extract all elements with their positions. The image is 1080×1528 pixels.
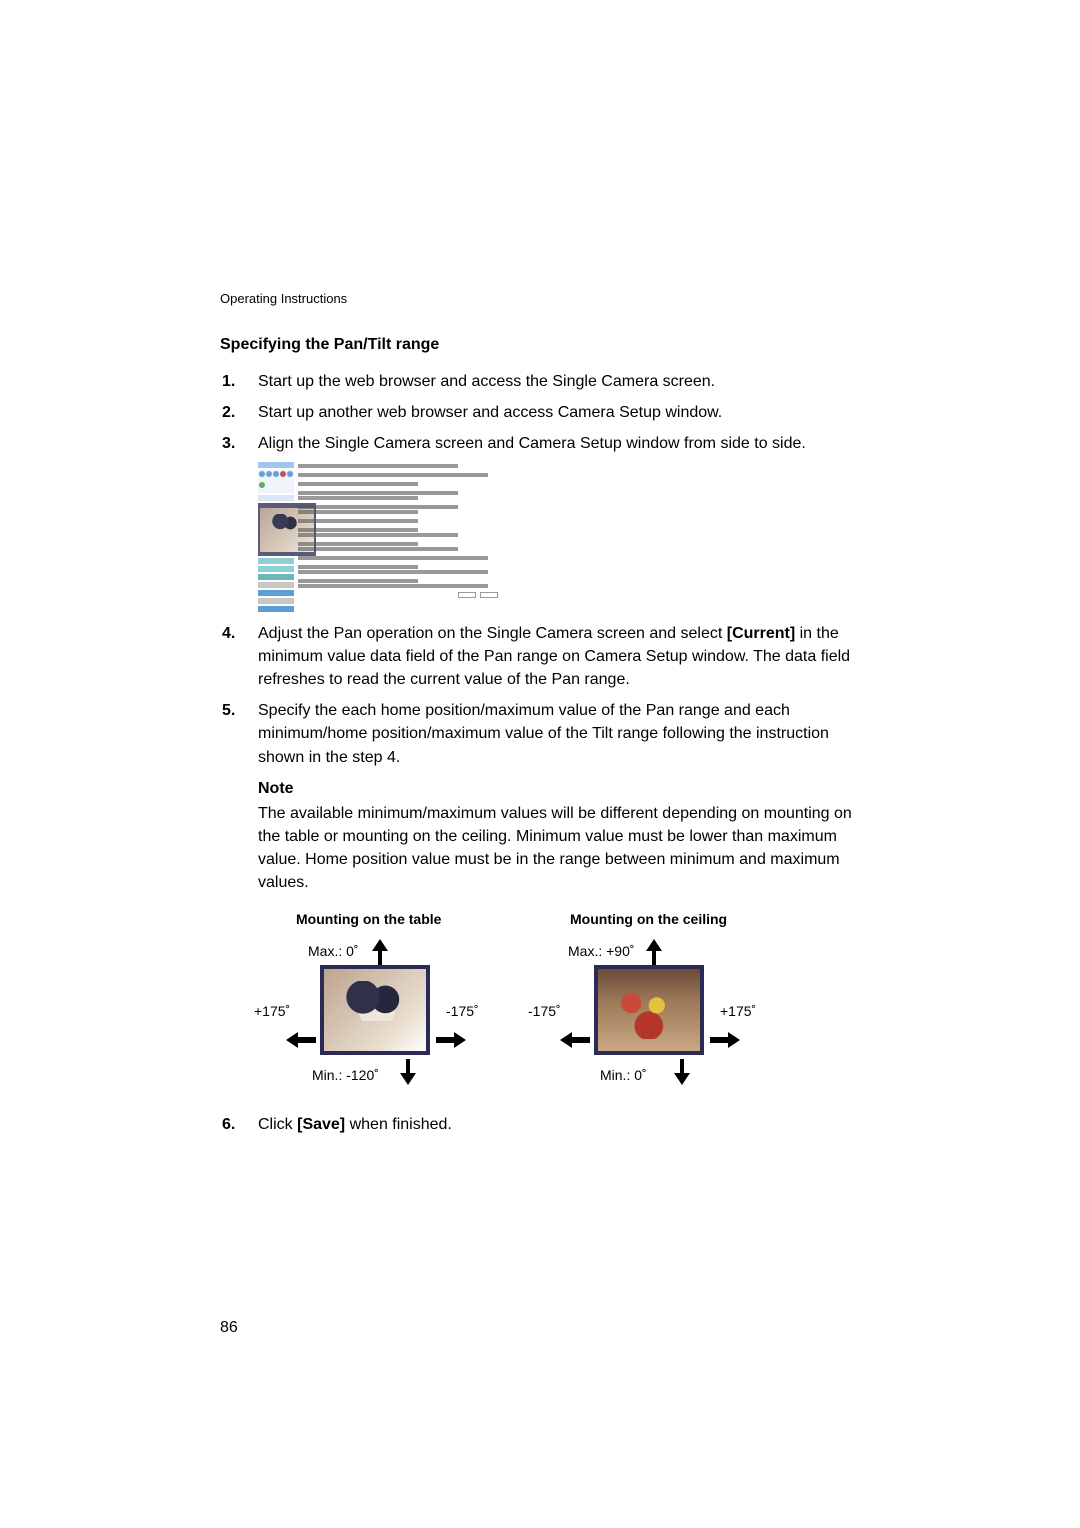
arrow-up-icon <box>644 939 664 965</box>
figure-side-by-side-windows <box>258 462 498 612</box>
table-right-label: -175˚ <box>446 1001 479 1021</box>
ceiling-min-label: Min.: 0˚ <box>600 1065 647 1085</box>
mounting-ceiling-block: Mounting on the ceiling Max.: +90˚ -175˚… <box>524 909 774 1105</box>
arrow-down-icon <box>398 1059 418 1085</box>
step-2: 2. Start up another web browser and acce… <box>248 401 860 424</box>
mounting-diagrams-row: Mounting on the table Max.: 0˚ +175˚ Net… <box>250 909 860 1105</box>
step-5-number: 5. <box>222 699 235 722</box>
page-number: 86 <box>220 1316 860 1339</box>
step-1-number: 1. <box>222 370 235 393</box>
header-operating-instructions: Operating Instructions <box>220 290 860 309</box>
step-6-text-bold: [Save] <box>297 1116 345 1133</box>
arrow-left-icon <box>286 1031 316 1049</box>
arrow-left-icon <box>560 1031 590 1049</box>
ceiling-left-label: -175˚ <box>528 1001 561 1021</box>
step-3-number: 3. <box>222 432 235 455</box>
table-max-label: Max.: 0˚ <box>308 941 359 961</box>
steps-list: 1. Start up the web browser and access t… <box>220 370 860 1136</box>
mounting-table-title: Mounting on the table <box>250 909 500 929</box>
step-6-number: 6. <box>222 1113 235 1136</box>
arrow-down-icon <box>672 1059 692 1085</box>
arrow-right-icon <box>436 1031 466 1049</box>
page: Operating Instructions Specifying the Pa… <box>0 0 1080 1439</box>
step-5-text: Specify the each home position/maximum v… <box>258 702 829 765</box>
mounting-ceiling-diagram: Max.: +90˚ -175˚ Network Camera +175˚ <box>524 935 774 1105</box>
mounting-table-block: Mounting on the table Max.: 0˚ +175˚ Net… <box>250 909 500 1105</box>
ceiling-max-label: Max.: +90˚ <box>568 941 635 961</box>
step-6-text-pre: Click <box>258 1116 297 1133</box>
ceiling-right-label: +175˚ <box>720 1001 756 1021</box>
step-5: 5. Specify the each home position/maximu… <box>248 699 860 1105</box>
step-4-number: 4. <box>222 622 235 645</box>
step-6-text-post: when finished. <box>345 1116 452 1133</box>
step-2-number: 2. <box>222 401 235 424</box>
table-min-label: Min.: -120˚ <box>312 1065 379 1085</box>
step-1-text: Start up the web browser and access the … <box>258 373 715 390</box>
step-1: 1. Start up the web browser and access t… <box>248 370 860 393</box>
figure-right-panel <box>298 462 498 612</box>
note-title: Note <box>258 777 860 800</box>
step-4-text-bold: [Current] <box>727 625 795 642</box>
arrow-right-icon <box>710 1031 740 1049</box>
figure-left-panel <box>258 462 294 612</box>
step-6: 6. Click [Save] when finished. <box>248 1113 860 1136</box>
table-left-label: +175˚ <box>254 1001 290 1021</box>
note-body: The available minimum/maximum values wil… <box>258 802 860 895</box>
mounting-ceiling-title: Mounting on the ceiling <box>524 909 774 929</box>
section-title: Specifying the Pan/Tilt range <box>220 333 860 356</box>
table-image: Network Camera <box>320 965 430 1055</box>
step-2-text: Start up another web browser and access … <box>258 404 722 421</box>
step-4-text-pre: Adjust the Pan operation on the Single C… <box>258 625 727 642</box>
arrow-up-icon <box>370 939 390 965</box>
step-3-text: Align the Single Camera screen and Camer… <box>258 435 806 452</box>
ceiling-image: Network Camera <box>594 965 704 1055</box>
step-4: 4. Adjust the Pan operation on the Singl… <box>248 622 860 692</box>
step-3: 3. Align the Single Camera screen and Ca… <box>248 432 860 611</box>
mounting-table-diagram: Max.: 0˚ +175˚ Network Camera -175˚ <box>250 935 500 1105</box>
